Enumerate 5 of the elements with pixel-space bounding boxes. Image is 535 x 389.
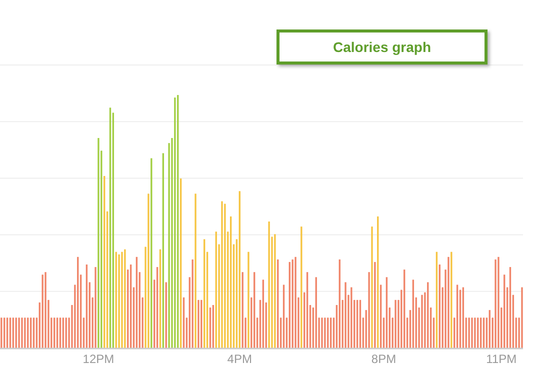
x-tick-label: 12PM bbox=[82, 352, 114, 366]
x-tick-label: 8PM bbox=[371, 352, 396, 366]
x-tick-label: 4PM bbox=[227, 352, 252, 366]
chart-title: Calories graph bbox=[332, 39, 432, 55]
x-tick-label: 11PM bbox=[486, 352, 517, 366]
